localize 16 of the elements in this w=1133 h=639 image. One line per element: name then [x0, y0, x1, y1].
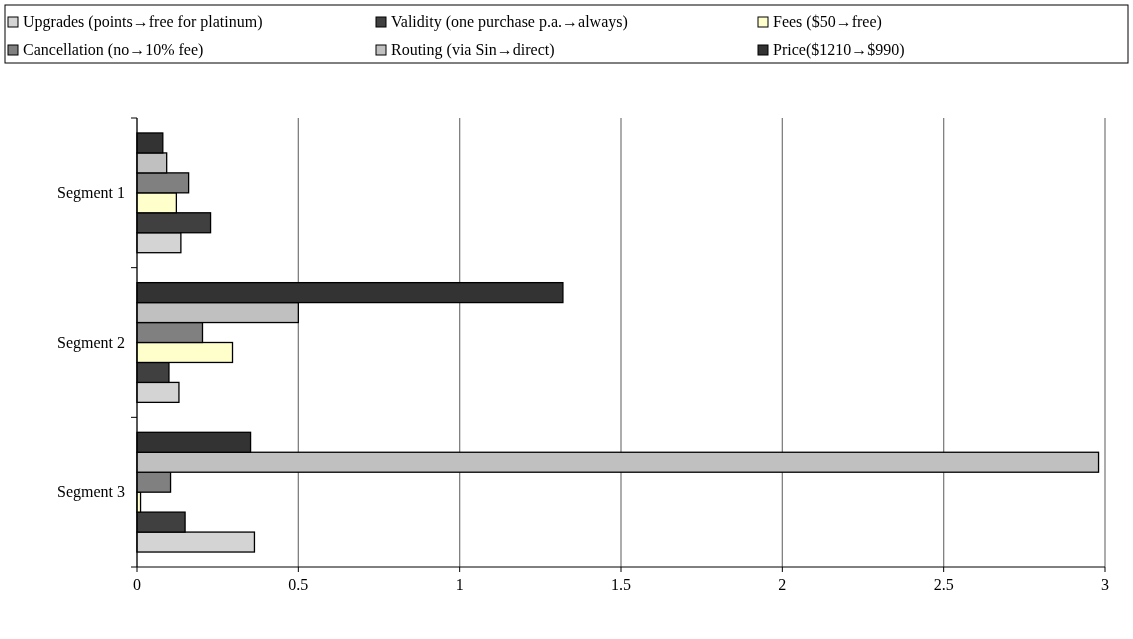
- x-tick-label: 1.5: [611, 576, 631, 593]
- x-tick-label: 0.5: [288, 576, 309, 593]
- legend-label: Validity (one purchase p.a.→always): [391, 13, 628, 31]
- x-tick-label: 1: [455, 576, 464, 593]
- legend-label: Routing (via Sin→direct): [391, 41, 555, 59]
- legend-label: Cancellation (no→10% fee): [23, 41, 204, 59]
- x-tick-label: 0: [133, 576, 141, 593]
- x-tick-label: 3: [1101, 576, 1109, 593]
- y-tick-label: Segment 2: [57, 333, 125, 352]
- x-tick-label: 2.5: [933, 576, 954, 593]
- y-tick-label: Segment 3: [57, 483, 125, 502]
- legend-label: Fees ($50→free): [773, 13, 882, 31]
- legend-label: Price($1210→$990): [773, 41, 905, 59]
- x-tick-label: 2: [778, 576, 787, 593]
- y-tick-label: Segment 1: [57, 183, 125, 202]
- legend-label: Upgrades (points→free for platinum): [23, 13, 263, 31]
